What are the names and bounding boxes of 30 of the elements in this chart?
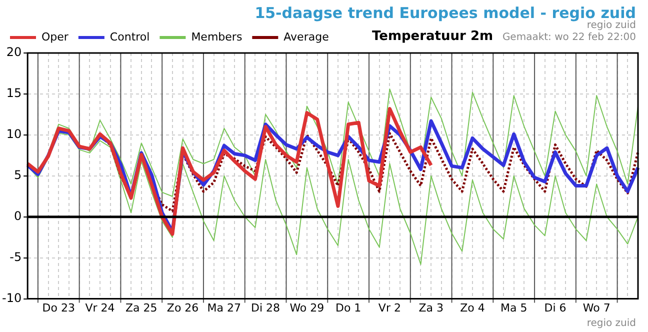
y-tick-label: 10 [6, 127, 22, 142]
x-tick-label: Ma 5 [500, 301, 528, 314]
y-tick-label: 20 [6, 45, 22, 60]
legend-label: Oper [42, 30, 69, 44]
x-tick-label: Di 6 [544, 301, 566, 314]
legend-label: Average [284, 30, 330, 44]
x-tick-label: Za 25 [126, 301, 158, 314]
x-tick-label: Do 23 [42, 301, 75, 314]
y-tick-label: 5 [14, 168, 22, 182]
x-tick-label: Vr 2 [378, 301, 401, 314]
y-tick-label: -5 [10, 250, 22, 264]
x-tick-label: Di 28 [251, 301, 280, 314]
text: Gemaakt: wo 22 feb 22:00 [502, 32, 636, 43]
x-tick-label: Wo 29 [290, 301, 324, 314]
y-tick-label: 0 [14, 208, 22, 223]
legend-label: Control [110, 30, 150, 44]
x-tick-label: Zo 4 [460, 301, 485, 314]
chart-subtitle: Temperatuur 2m [372, 29, 494, 44]
x-tick-label: Vr 24 [85, 301, 115, 314]
legend-label: Members [191, 30, 242, 44]
x-tick-label: Do 1 [335, 301, 362, 314]
y-tick-label: 15 [6, 86, 22, 100]
x-tick-label: Wo 7 [582, 301, 610, 314]
x-tick-label: Ma 27 [207, 301, 242, 314]
text: regio zuid [586, 318, 636, 329]
y-tick-label: -10 [2, 290, 22, 305]
x-tick-label: Zo 26 [166, 301, 199, 314]
text: regio zuid [586, 20, 636, 31]
chart-title: 15-daagse trend Europees model - regio zuid [254, 4, 636, 22]
x-tick-label: Za 3 [418, 301, 444, 314]
